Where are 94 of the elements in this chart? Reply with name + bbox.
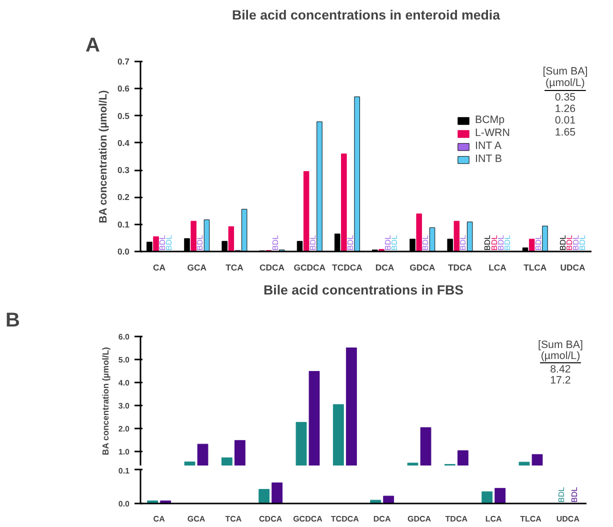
chart-title: Bile acid concentrations in enteroid media (232, 8, 501, 22)
bar (528, 238, 535, 252)
bar (153, 236, 159, 252)
y-tick-label: 0.5 (117, 110, 130, 121)
x-tick-label: GDCA (407, 514, 432, 524)
text: BDL (458, 234, 468, 250)
annotation: 0.35 (554, 91, 576, 104)
x-tick-label: TCDCA (330, 514, 360, 524)
x-tick-label: TLCA (520, 514, 542, 524)
text: BDL (496, 234, 506, 250)
y-tick-label: 0.2 (117, 192, 130, 202)
y-axis-title: BA concentration (µmol/L) (100, 347, 110, 456)
x-tick-label: GCDCA (293, 514, 323, 524)
text: BDL (556, 486, 566, 502)
text: A (86, 34, 100, 56)
text: BDL (564, 234, 574, 250)
legend-label: BCMp (475, 114, 505, 126)
y-tick-label: 0.0 (117, 246, 130, 256)
x-tick-label: GCDCA (294, 262, 326, 272)
x-tick-label: LCA (488, 262, 508, 272)
bar (416, 214, 422, 252)
annotation: 1.26 (554, 103, 576, 116)
y-tick-label: 0.1 (118, 466, 130, 476)
legend-label: L-WRN (475, 127, 510, 139)
y-tick-label: 1.0 (118, 448, 130, 457)
text: BDL (483, 234, 492, 250)
bar (272, 482, 283, 504)
text: BDL (490, 234, 499, 250)
x-tick-label: CA (153, 262, 166, 272)
y-tick-label: 4.0 (118, 378, 130, 388)
text: BDL (270, 234, 280, 250)
text: BDL (571, 234, 580, 250)
x-tick-label: GCA (187, 262, 208, 272)
x-tick-label: CDCA (259, 514, 282, 524)
annotation: 0.01 (554, 114, 576, 127)
chart-title: Bile acid concentrations in FBS (264, 282, 464, 298)
text: BDL (558, 234, 568, 250)
text: BDL (196, 234, 205, 250)
text: BDL (578, 234, 588, 250)
x-tick-label: DCA (373, 514, 391, 524)
annotation: [Sum BA] (542, 65, 588, 78)
text: BDL (346, 234, 355, 250)
y-tick-label: 6.0 (118, 332, 130, 342)
text: BDL (384, 234, 393, 250)
bar (228, 226, 234, 252)
x-tick-label: TCA (226, 262, 244, 272)
y-tick-label: 0.4 (117, 138, 130, 148)
y-tick-label: 0.6 (117, 84, 130, 94)
y-tick-label: 3.0 (118, 402, 130, 411)
text: BDL (502, 234, 512, 250)
text: BDL (534, 234, 543, 250)
x-tick-label: DCA (375, 262, 395, 272)
bar (258, 488, 270, 504)
legend-label: INT B (475, 153, 502, 165)
x-tick-label: UDCA (556, 514, 580, 524)
x-tick-label: GCA (187, 514, 206, 524)
annotation: 1.65 (554, 126, 576, 138)
x-tick-label: TDCA (448, 262, 473, 272)
annotation: (µmol/L) (540, 350, 580, 362)
annotation: 8.42 (550, 364, 571, 376)
x-tick-label: TLCA (524, 262, 548, 272)
x-tick-label: CA (153, 514, 166, 524)
x-tick-label: GDCA (410, 262, 436, 272)
annotation: 17.2 (550, 374, 571, 386)
x-tick-label: TCA (225, 514, 242, 524)
y-tick-label: 0.7 (117, 56, 130, 66)
x-tick-label: UDCA (560, 262, 586, 272)
y-tick-label: 0.3 (117, 165, 130, 176)
bar (341, 154, 347, 252)
legend-label: INT A (475, 140, 502, 152)
bar (482, 491, 493, 504)
x-tick-label: LCA (485, 514, 502, 524)
text: BDL (164, 234, 174, 250)
annotation: (µmol/L) (546, 76, 585, 89)
x-tick-label: TDCA (445, 514, 468, 524)
text: BDL (308, 234, 318, 250)
y-tick-label: 0.0 (118, 500, 130, 508)
bar (303, 171, 310, 252)
bar (383, 496, 394, 504)
y-tick-label: 0.1 (117, 219, 130, 230)
text: B (6, 310, 20, 332)
y-axis-title: BA concentration (µmol/L) (97, 90, 110, 224)
x-tick-label: TCDCA (332, 262, 364, 272)
bar (494, 488, 506, 504)
text: BDL (421, 234, 430, 250)
text: BDL (390, 234, 400, 250)
y-tick-label: 2.0 (118, 424, 130, 434)
text: BDL (570, 486, 579, 502)
text: BDL (158, 234, 168, 250)
y-tick-label: 5.0 (118, 356, 130, 365)
x-tick-label: CDCA (260, 262, 286, 272)
bar (190, 220, 196, 252)
annotation: [Sum BA] (538, 339, 584, 352)
bar (454, 220, 460, 252)
